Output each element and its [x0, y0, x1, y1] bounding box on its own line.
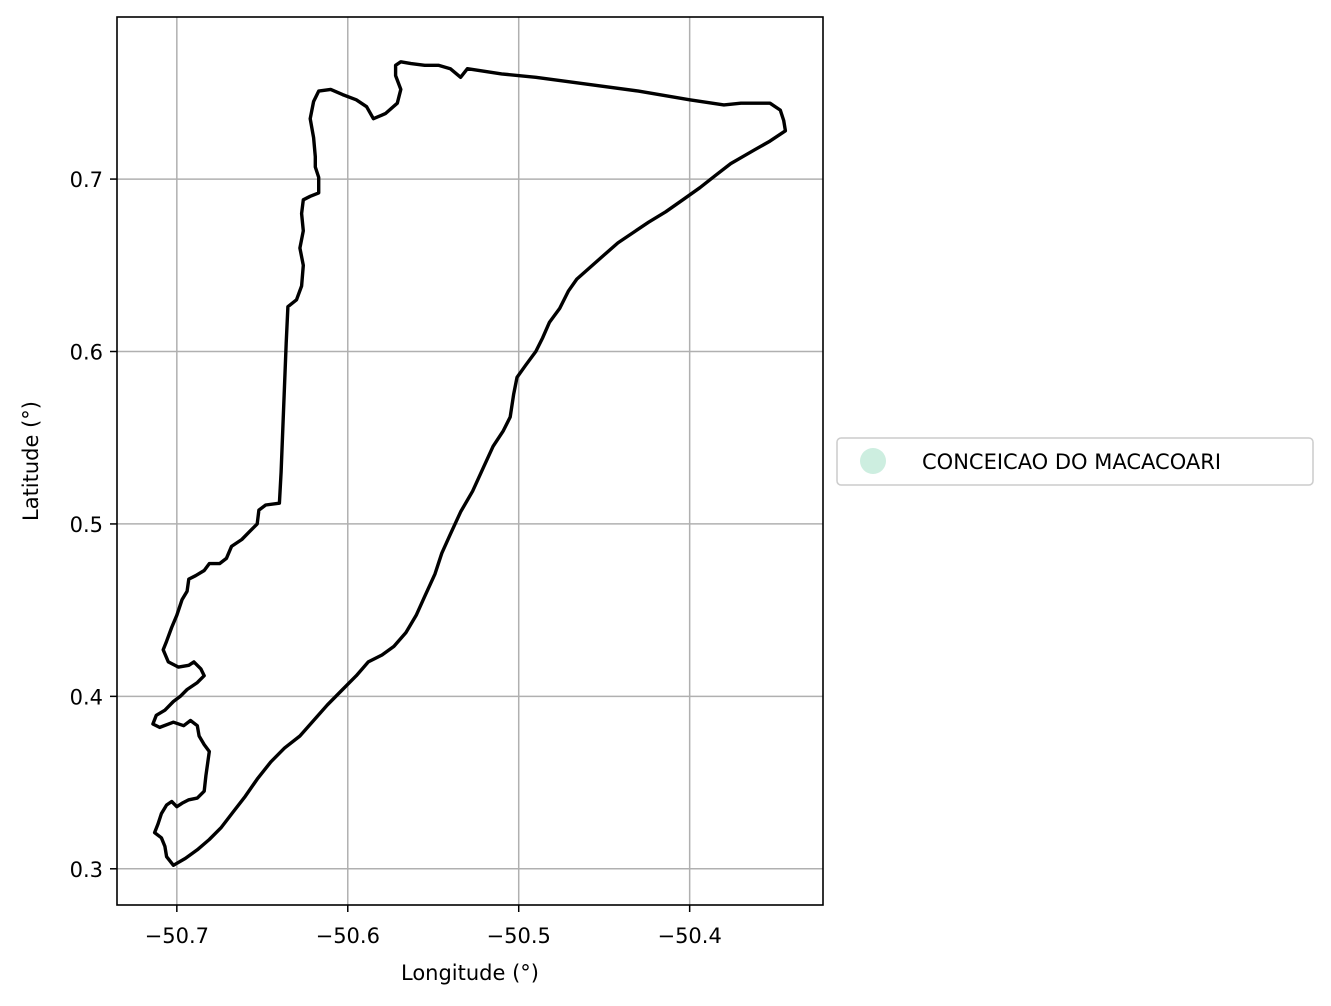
axes-background	[117, 17, 823, 905]
legend: CONCEICAO DO MACACOARI	[836, 437, 1314, 486]
axes-frame	[116, 16, 824, 906]
y-tick-label: 0.7	[70, 168, 103, 192]
y-tick-label: 0.4	[70, 685, 103, 709]
municipality-boundary-layer	[151, 60, 788, 867]
legend-box	[836, 437, 1314, 486]
x-tick-label: −50.4	[657, 924, 721, 948]
municipality-boundary-conceicao-do-macacoari	[151, 60, 788, 867]
y-tick-label: 0.6	[70, 341, 103, 365]
legend-label-conceicao-do-macacoari: CONCEICAO DO MACACOARI	[922, 450, 1221, 474]
axis-ticks: −50.7 −50.6 −50.5 −50.4 0.3 0.4 0.5 0.6 0.7	[70, 168, 722, 948]
y-tick-label: 0.5	[70, 513, 103, 537]
x-tick-label: −50.5	[487, 924, 551, 948]
legend-marker-conceicao-do-macacoari	[860, 448, 886, 474]
x-tick-label: −50.7	[145, 924, 209, 948]
x-tick-label: −50.6	[316, 924, 380, 948]
y-axis-label: Latitude (°)	[19, 401, 43, 521]
plot-area: −50.7 −50.6 −50.5 −50.4 0.3 0.4 0.5 0.6 0.7	[70, 16, 824, 948]
y-tick-label: 0.3	[70, 858, 103, 882]
grid-lines	[117, 17, 823, 905]
x-axis-label: Longitude (°)	[401, 961, 539, 985]
